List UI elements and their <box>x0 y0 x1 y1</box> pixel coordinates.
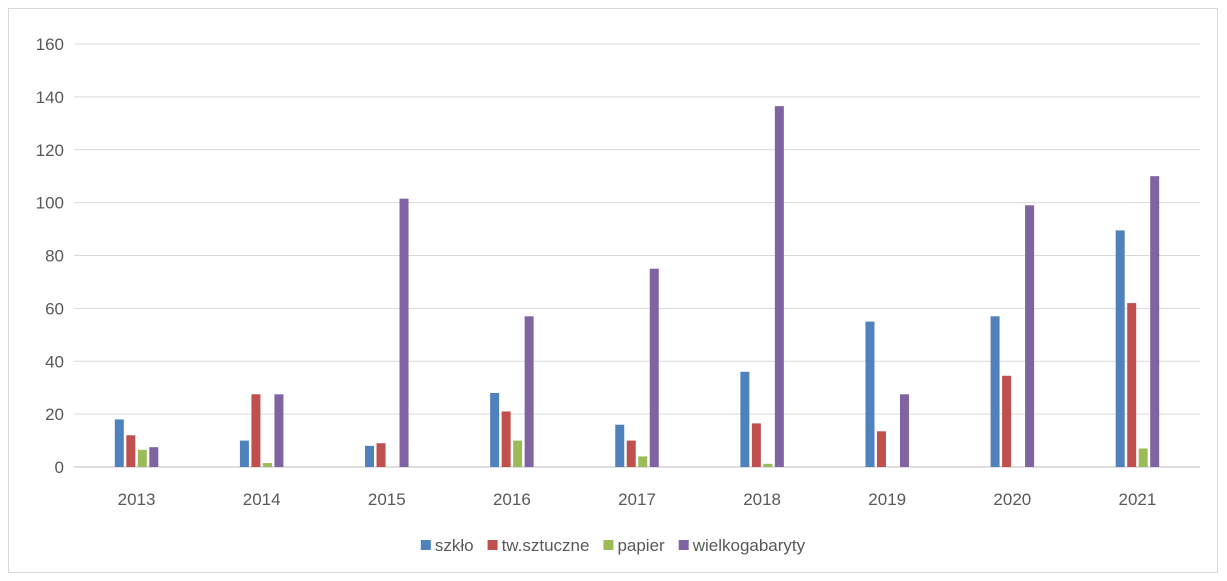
bar-2014-szkło <box>239 440 249 467</box>
bar-2013-papier <box>137 449 147 467</box>
bar-2019-wielkogabaryty <box>899 394 909 467</box>
y-tick-label-100: 100 <box>36 194 64 213</box>
legend-label-wielkogabaryty: wielkogabaryty <box>692 536 806 555</box>
bar-2019-tw.sztuczne <box>876 431 886 467</box>
x-tick-label-2020: 2020 <box>993 490 1031 509</box>
legend: szkło tw.sztuczne papier wielkogabaryty <box>420 536 806 555</box>
bar-2015-tw.sztuczne <box>376 443 386 467</box>
bar-2017-szkło <box>615 424 625 467</box>
bar-2016-wielkogabaryty <box>524 316 534 467</box>
bar-2013-tw.sztuczne <box>126 435 136 467</box>
bar-2021-papier <box>1138 448 1148 467</box>
bar-2016-szkło <box>490 392 500 467</box>
y-tick-label-20: 20 <box>45 405 64 424</box>
bar-2018-wielkogabaryty <box>774 106 784 468</box>
legend-label-szkło: szkło <box>435 536 474 555</box>
bar-2017-papier <box>638 456 648 467</box>
x-tick-label-2017: 2017 <box>618 490 656 509</box>
x-tick-label-2014: 2014 <box>243 490 281 509</box>
x-tick-label-2016: 2016 <box>493 490 531 509</box>
y-tick-label-0: 0 <box>55 458 64 477</box>
legend-label-tw.sztuczne: tw.sztuczne <box>502 536 590 555</box>
legend-swatch-tw.sztuczne <box>487 540 498 550</box>
bar-2015-szkło <box>365 445 375 467</box>
bar-2016-tw.sztuczne <box>501 411 511 467</box>
legend-swatch-papier <box>603 540 614 550</box>
chart-frame <box>8 8 1218 573</box>
bar-2021-szkło <box>1115 230 1125 467</box>
y-tick-label-140: 140 <box>36 88 64 107</box>
legend-label-papier: papier <box>617 536 665 555</box>
bar-2017-tw.sztuczne <box>626 440 636 467</box>
y-tick-label-160: 160 <box>36 35 64 54</box>
y-tick-label-120: 120 <box>36 141 64 160</box>
bar-2018-szkło <box>740 371 750 467</box>
y-tick-label-80: 80 <box>45 247 64 266</box>
bar-2014-tw.sztuczne <box>251 394 261 467</box>
bar-2019-szkło <box>865 321 875 467</box>
bar-2014-papier <box>262 463 272 467</box>
x-tick-label-2018: 2018 <box>743 490 781 509</box>
bar-2015-wielkogabaryty <box>399 198 409 468</box>
x-tick-label-2015: 2015 <box>368 490 406 509</box>
bars <box>114 106 1160 468</box>
bar-2016-papier <box>513 440 523 467</box>
y-tick-label-60: 60 <box>45 299 64 318</box>
x-tick-label-2021: 2021 <box>1119 490 1157 509</box>
legend-swatch-wielkogabaryty <box>678 540 689 550</box>
bar-2021-wielkogabaryty <box>1150 176 1160 467</box>
bar-2013-szkło <box>114 419 124 467</box>
x-tick-label-2019: 2019 <box>868 490 906 509</box>
bar-2021-tw.sztuczne <box>1127 303 1137 467</box>
bar-2020-wielkogabaryty <box>1025 205 1035 468</box>
bar-2018-papier <box>763 463 773 467</box>
x-tick-label-2013: 2013 <box>118 490 156 509</box>
bar-2020-tw.sztuczne <box>1002 375 1012 467</box>
bar-2017-wielkogabaryty <box>649 268 659 467</box>
y-axis: 0 20 40 60 80 100 120 140 160 <box>36 35 64 477</box>
legend-swatch-szkło <box>420 540 431 550</box>
y-tick-label-40: 40 <box>45 352 64 371</box>
gridlines <box>74 43 1200 468</box>
bar-2018-tw.sztuczne <box>751 423 761 467</box>
bar-2020-szkło <box>990 316 1000 467</box>
bar-2013-wielkogabaryty <box>149 447 159 467</box>
bar-2014-wielkogabaryty <box>274 394 284 467</box>
x-axis: 2013 2014 2015 2016 2017 2018 2019 2020 2021 <box>118 490 1157 509</box>
